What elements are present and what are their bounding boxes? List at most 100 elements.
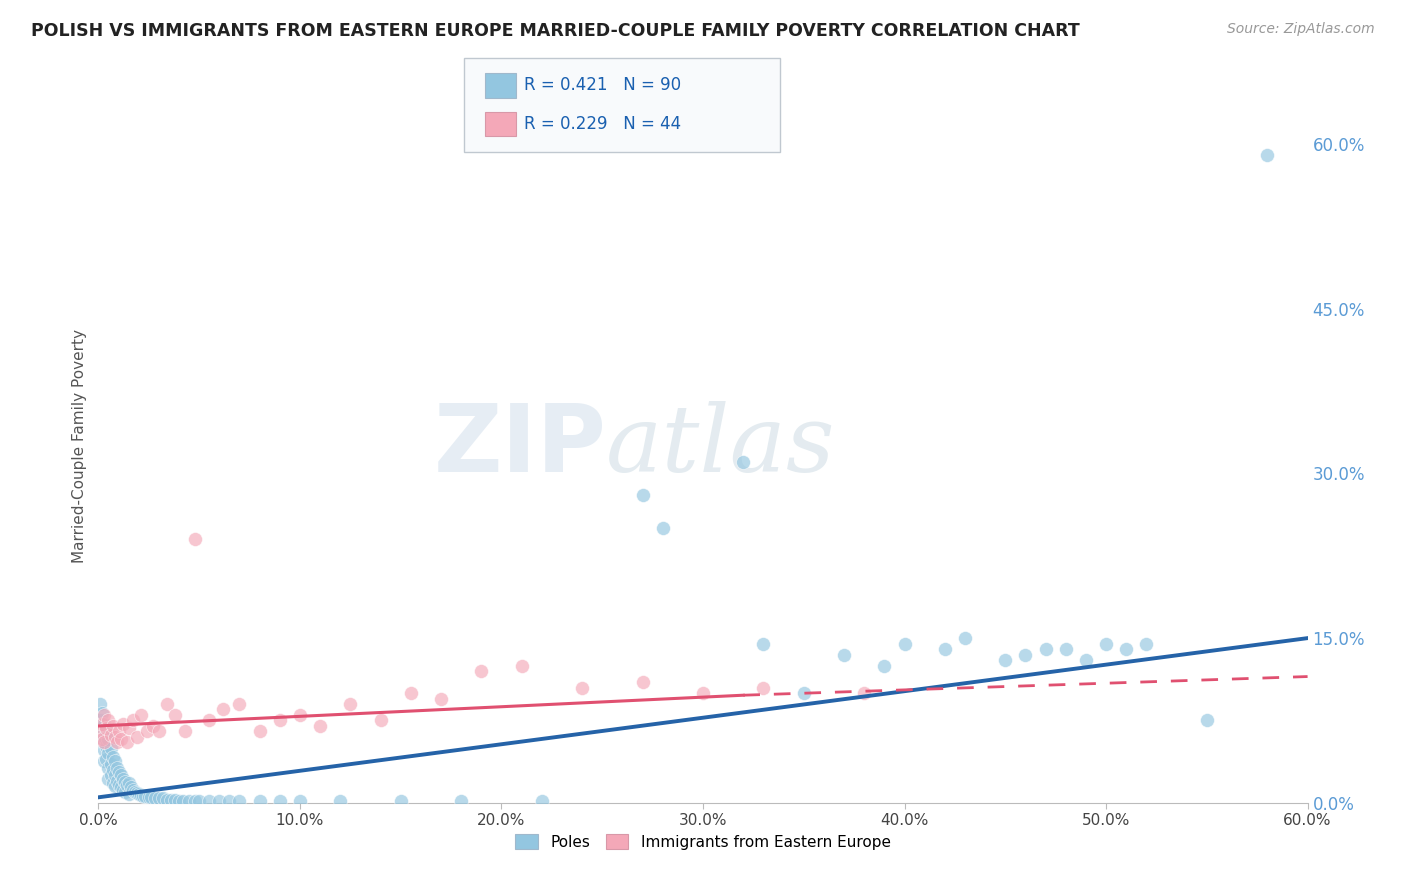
Point [118, 787, 141, 801]
Point [733, 455, 755, 469]
Point [101, 719, 124, 733]
Point [91, 732, 114, 747]
Point [96, 739, 118, 753]
Point [470, 664, 492, 678]
Point [450, 794, 472, 808]
Point [893, 637, 915, 651]
Point [1135, 637, 1157, 651]
Point [105, 735, 128, 749]
Point [1095, 637, 1118, 651]
Point [188, 794, 211, 808]
Point [179, 794, 201, 808]
Point [329, 794, 352, 808]
Point [172, 794, 194, 808]
Point [163, 708, 186, 723]
Point [370, 714, 392, 728]
Point [571, 681, 593, 695]
Point [115, 735, 138, 749]
Point [107, 765, 129, 780]
Point [156, 792, 179, 806]
Point [89, 697, 111, 711]
Point [114, 775, 136, 789]
Point [288, 708, 311, 723]
Point [97, 714, 120, 728]
Point [97, 747, 120, 761]
Point [139, 790, 162, 805]
Point [100, 728, 122, 742]
Point [389, 794, 412, 808]
Point [309, 719, 332, 733]
Point [125, 730, 148, 744]
Point [100, 768, 122, 782]
Point [121, 714, 143, 728]
Point [134, 789, 156, 804]
Point [152, 791, 174, 805]
Point [208, 794, 231, 808]
Point [530, 794, 553, 808]
Legend: Poles, Immigrants from Eastern Europe: Poles, Immigrants from Eastern Europe [509, 828, 897, 855]
Point [934, 642, 956, 657]
Point [752, 637, 775, 651]
Point [873, 658, 896, 673]
Text: atlas: atlas [606, 401, 835, 491]
Point [96, 724, 118, 739]
Point [249, 794, 271, 808]
Point [125, 786, 148, 800]
Text: ZIP: ZIP [433, 400, 606, 492]
Point [198, 794, 221, 808]
Point [93, 708, 115, 723]
Point [114, 785, 136, 799]
Point [120, 780, 142, 795]
Point [105, 761, 128, 775]
Point [228, 697, 250, 711]
Point [631, 675, 654, 690]
Point [212, 702, 235, 716]
Point [111, 782, 134, 797]
Point [111, 772, 134, 786]
Point [91, 721, 114, 735]
Text: Source: ZipAtlas.com: Source: ZipAtlas.com [1227, 22, 1375, 37]
Text: R = 0.229   N = 44: R = 0.229 N = 44 [524, 115, 682, 133]
Point [793, 686, 815, 700]
Point [994, 653, 1017, 667]
Point [692, 686, 714, 700]
Text: POLISH VS IMMIGRANTS FROM EASTERN EUROPE MARRIED-COUPLE FAMILY POVERTY CORRELATI: POLISH VS IMMIGRANTS FROM EASTERN EUROPE… [31, 22, 1080, 40]
Point [269, 714, 291, 728]
Point [107, 724, 129, 739]
Point [93, 743, 115, 757]
Point [91, 716, 114, 731]
Point [110, 732, 132, 747]
Point [89, 714, 111, 728]
Point [156, 697, 179, 711]
Point [430, 691, 453, 706]
Point [218, 794, 240, 808]
Point [100, 740, 122, 755]
Point [1014, 648, 1036, 662]
Point [97, 772, 120, 786]
Point [174, 724, 197, 739]
Point [96, 752, 118, 766]
Point [853, 686, 876, 700]
Point [163, 792, 186, 806]
Point [160, 792, 183, 806]
Point [269, 794, 291, 808]
Point [93, 716, 115, 731]
Point [93, 754, 115, 768]
Point [111, 716, 134, 731]
Point [167, 794, 190, 808]
Point [110, 780, 132, 795]
Point [651, 521, 673, 535]
Point [101, 763, 124, 777]
Point [953, 631, 976, 645]
Point [148, 791, 170, 805]
Point [97, 761, 120, 775]
Point [105, 773, 128, 788]
Point [339, 697, 361, 711]
Point [631, 488, 654, 502]
Point [93, 735, 115, 749]
Point [103, 754, 125, 768]
Point [142, 719, 165, 733]
Point [138, 790, 160, 805]
Text: R = 0.421   N = 90: R = 0.421 N = 90 [524, 76, 682, 94]
Point [91, 735, 114, 749]
